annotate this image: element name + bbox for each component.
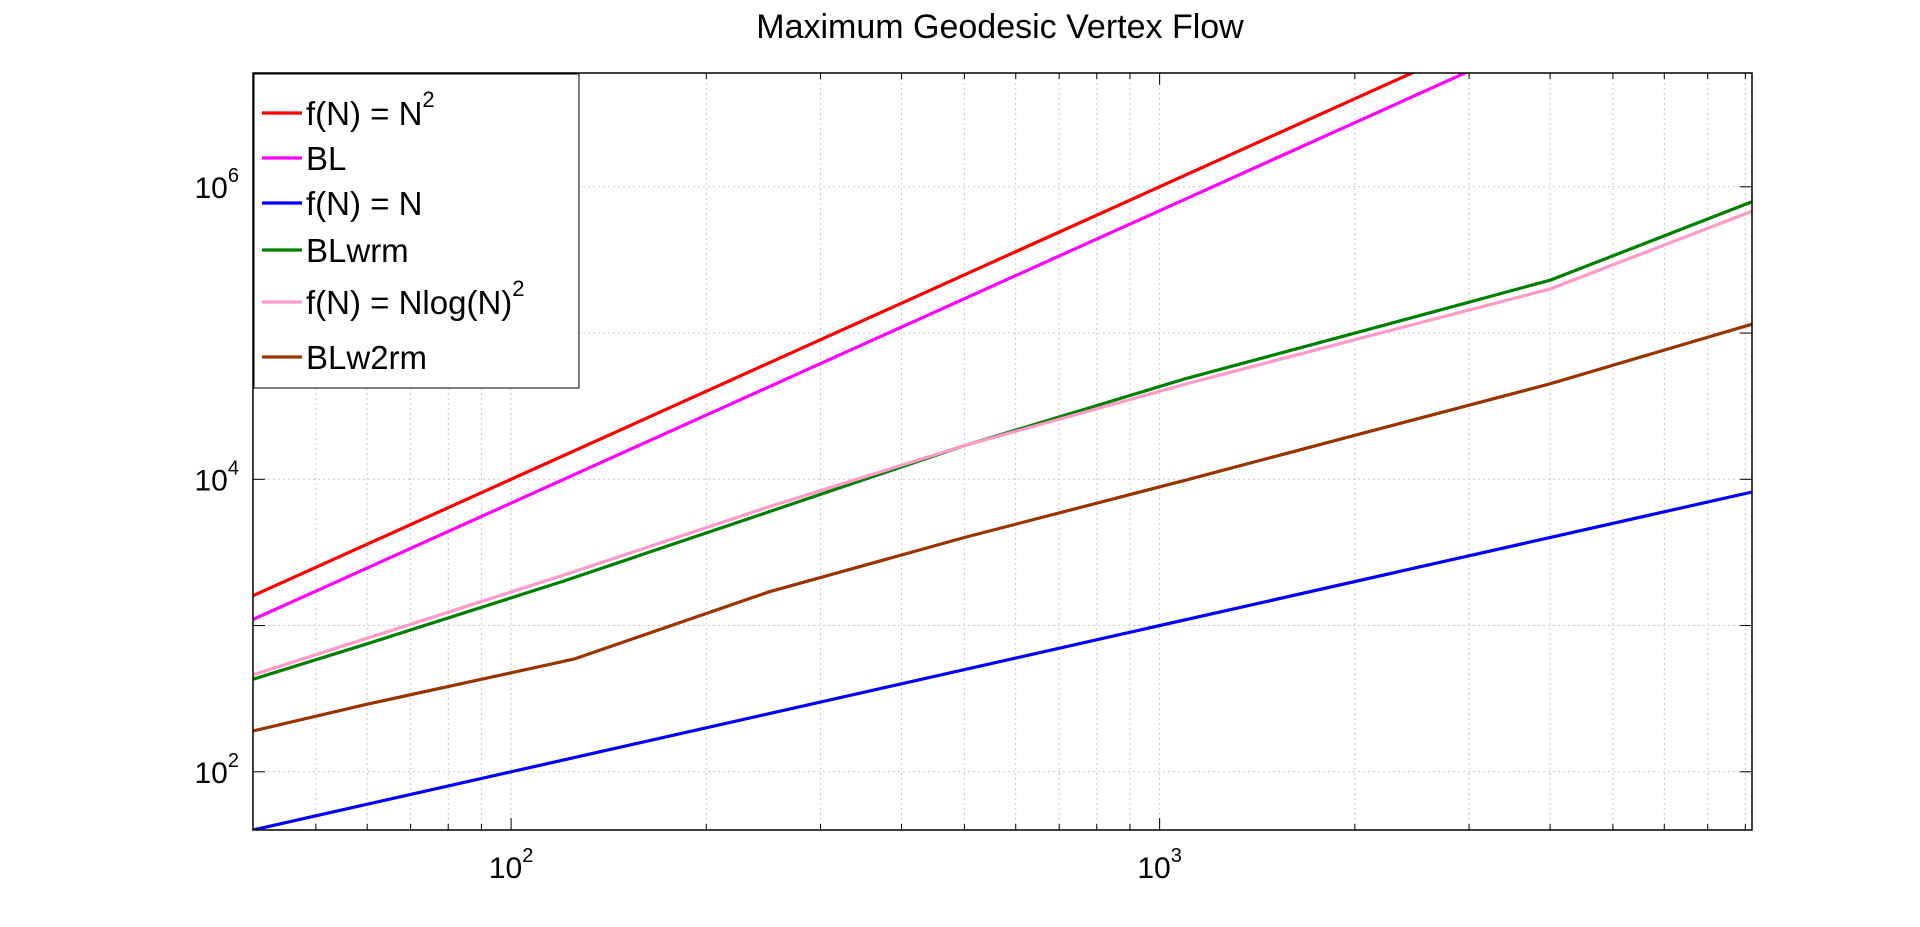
y-tick-label: 106 — [195, 165, 240, 205]
y-tick-label: 102 — [195, 750, 240, 790]
legend-box — [253, 73, 580, 389]
x-tick-label: 103 — [1137, 845, 1182, 885]
legend-label: f(N) = Nlog(N)2 — [306, 276, 525, 321]
legend-label: BLw2rm — [306, 339, 427, 376]
legend-label: f(N) = N — [306, 185, 422, 222]
tick-labels: 102 103 102 104 106 — [195, 165, 1182, 885]
plot-frame — [252, 72, 1753, 831]
series-line-0 — [253, 73, 1416, 598]
series-line-2 — [253, 490, 1752, 830]
series-line-4 — [253, 209, 1752, 677]
legend: f(N) = N2 BL f(N) = N BLwrm f(N) = Nlog(N)2 B… — [253, 73, 580, 389]
chart-title: Maximum Geodesic Vertex Flow — [756, 8, 1244, 46]
legend-label: BL — [306, 140, 346, 177]
series-group — [253, 73, 1752, 830]
legend-label: BLwrm — [306, 232, 409, 269]
series-line-1 — [253, 73, 1469, 621]
x-tick-label: 102 — [489, 845, 534, 885]
legend-label: f(N) = N2 — [306, 87, 435, 132]
y-tick-label: 104 — [195, 457, 240, 497]
series-line-5 — [253, 322, 1752, 733]
